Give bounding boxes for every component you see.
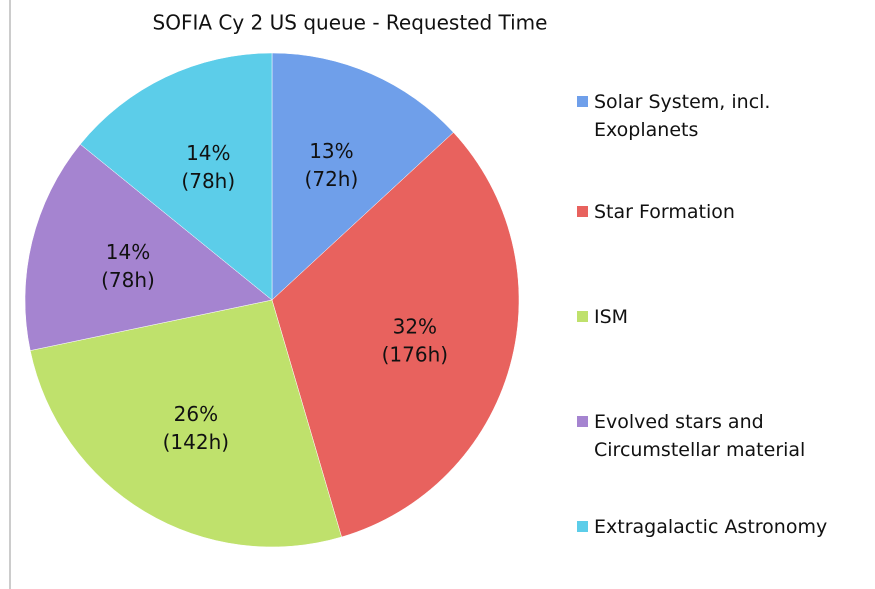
legend-label: Star Formation xyxy=(594,201,735,223)
legend-label: Extragalactic Astronomy xyxy=(594,516,828,538)
legend-swatch xyxy=(577,96,588,107)
slice-label-line: 14% xyxy=(186,141,230,165)
legend-label: Solar System, incl. Exoplanets xyxy=(594,91,771,141)
slice-label-line: 26% xyxy=(174,402,218,426)
slice-label: 14% (78h) xyxy=(101,240,155,292)
slice-label-line: (72h) xyxy=(305,167,359,191)
legend-item: Solar System, incl. Exoplanets xyxy=(577,88,867,144)
legend-swatch xyxy=(577,206,588,217)
pie-slice xyxy=(24,143,273,351)
slice-label-line: 13% xyxy=(309,139,353,163)
slice-label-line: 14% xyxy=(106,240,150,264)
legend-swatch xyxy=(577,416,588,427)
slice-label: 13% (72h) xyxy=(305,139,359,191)
legend-item: Star Formation xyxy=(577,198,867,226)
legend-item: Extragalactic Astronomy xyxy=(577,513,867,541)
legend-item: Evolved stars and Circumstellar material xyxy=(577,408,867,464)
pie-slice xyxy=(79,52,273,301)
slice-label-line: (142h) xyxy=(163,430,229,454)
slice-label: 32% (176h) xyxy=(382,314,448,366)
slice-label-line: 32% xyxy=(393,314,437,338)
legend-swatch xyxy=(577,521,588,532)
legend-label: Evolved stars and Circumstellar material xyxy=(594,411,806,461)
slice-label-line: (176h) xyxy=(382,342,448,366)
chart-title: SOFIA Cy 2 US queue - Requested Time xyxy=(153,11,548,35)
pie-slice xyxy=(29,299,342,548)
pie-slice xyxy=(271,132,520,538)
legend-item: ISM xyxy=(577,303,867,331)
legend-swatch xyxy=(577,311,588,322)
slice-label-line: (78h) xyxy=(101,268,155,292)
slice-label: 14% (78h) xyxy=(181,141,235,193)
pie-slice xyxy=(271,52,454,301)
legend-label: ISM xyxy=(594,306,629,328)
slice-label-line: (78h) xyxy=(181,169,235,193)
slice-label: 26% (142h) xyxy=(163,402,229,454)
